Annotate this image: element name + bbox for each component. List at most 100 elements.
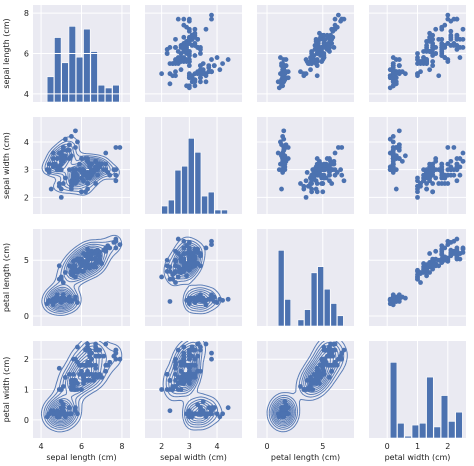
- scatter-point: [173, 36, 178, 42]
- scatter-point: [390, 134, 396, 139]
- scatter-point: [186, 26, 192, 32]
- scatter-point: [77, 161, 82, 167]
- panel-content: [277, 250, 344, 326]
- scatter-point: [445, 12, 451, 18]
- scatter-point: [442, 245, 448, 251]
- scatter-point: [415, 57, 420, 62]
- scatter-point: [313, 186, 319, 192]
- scatter-point: [317, 381, 322, 386]
- scatter-point: [320, 45, 326, 50]
- scatter-point: [399, 158, 405, 164]
- scatter-point: [387, 136, 393, 142]
- scatter-point: [303, 178, 309, 184]
- scatter-point: [329, 368, 335, 374]
- scatter-point: [93, 261, 99, 266]
- scatter-point: [430, 63, 436, 69]
- scatter-point: [317, 36, 322, 42]
- scatter-point: [209, 12, 214, 18]
- hist-bar: [187, 138, 195, 214]
- scatter-point: [68, 387, 74, 392]
- scatter-point: [186, 256, 192, 262]
- scatter-point: [390, 139, 396, 145]
- scatter-point: [209, 238, 214, 244]
- scatter-point: [424, 267, 429, 273]
- scatter-point: [186, 260, 192, 265]
- scatter-point: [175, 236, 181, 242]
- scatter-point: [324, 347, 330, 353]
- scatter-point: [321, 371, 327, 377]
- scatter-point: [189, 353, 195, 359]
- scatter-point: [173, 57, 178, 62]
- scatter-point: [181, 251, 187, 256]
- hist-bar: [397, 422, 405, 438]
- scatter-point: [200, 399, 206, 405]
- scatter-point: [192, 79, 198, 85]
- panel-r2-c4: [369, 117, 466, 214]
- scatter-point: [335, 145, 341, 150]
- scatter-point: [73, 294, 78, 300]
- scatter-point: [186, 239, 192, 245]
- scatter-point: [445, 161, 451, 167]
- scatter-point: [173, 263, 178, 269]
- scatter-point: [195, 36, 201, 42]
- y-tick-label: 2: [24, 355, 29, 364]
- scatter-point: [402, 295, 408, 301]
- scatter-point: [427, 262, 433, 268]
- scatter-point: [427, 178, 433, 184]
- panel-r2-c2: [145, 117, 242, 214]
- scatter-point: [312, 47, 318, 52]
- scatter-point: [393, 167, 399, 173]
- scatter-point: [167, 378, 173, 383]
- scatter-point: [73, 128, 78, 134]
- scatter-point: [341, 178, 347, 184]
- panel-content: [41, 128, 123, 200]
- scatter-point: [390, 65, 396, 71]
- panel-content: [275, 12, 347, 91]
- scatter-point: [280, 158, 286, 164]
- scatter-point: [209, 350, 214, 356]
- scatter-point: [436, 73, 442, 79]
- scatter-point: [195, 250, 201, 255]
- scatter-point: [298, 384, 303, 389]
- scatter-point: [198, 47, 203, 52]
- scatter-point: [64, 411, 70, 417]
- scatter-point: [393, 57, 399, 62]
- scatter-point: [167, 81, 173, 87]
- scatter-point: [103, 341, 109, 347]
- scatter-point: [62, 136, 68, 142]
- panel-content: [159, 341, 231, 431]
- scatter-point: [285, 411, 291, 417]
- scatter-point: [66, 371, 72, 377]
- scatter-point: [314, 181, 320, 186]
- hist-bar: [310, 272, 318, 326]
- scatter-point: [113, 356, 119, 362]
- hist-bar: [419, 422, 427, 438]
- scatter-point: [280, 71, 286, 77]
- scatter-point: [427, 67, 433, 73]
- kde-contour-level-1: [41, 136, 120, 196]
- scatter-point: [209, 16, 214, 22]
- scatter-point: [303, 57, 309, 62]
- panel-content: [387, 12, 466, 91]
- panel-content: [41, 234, 123, 316]
- scatter-point: [338, 167, 344, 173]
- scatter-point: [209, 57, 214, 62]
- scatter-point: [396, 63, 402, 69]
- scatter-point: [50, 161, 56, 167]
- scatter-point: [186, 245, 192, 251]
- scatter-point: [113, 145, 119, 150]
- panel-content: [387, 128, 466, 200]
- panel-r3-c4: [369, 229, 466, 326]
- scatter-point: [318, 172, 323, 178]
- scatter-point: [209, 405, 214, 411]
- scatter-point: [71, 356, 76, 362]
- scatter-point: [97, 256, 103, 262]
- scatter-point: [214, 411, 220, 417]
- hist-bar: [323, 288, 331, 326]
- scatter-point: [396, 145, 402, 150]
- scatter-point: [415, 272, 420, 278]
- scatter-point: [58, 186, 64, 192]
- x-tick-label: 5: [320, 442, 325, 451]
- scatter-point: [328, 158, 333, 164]
- scatter-point: [103, 368, 109, 374]
